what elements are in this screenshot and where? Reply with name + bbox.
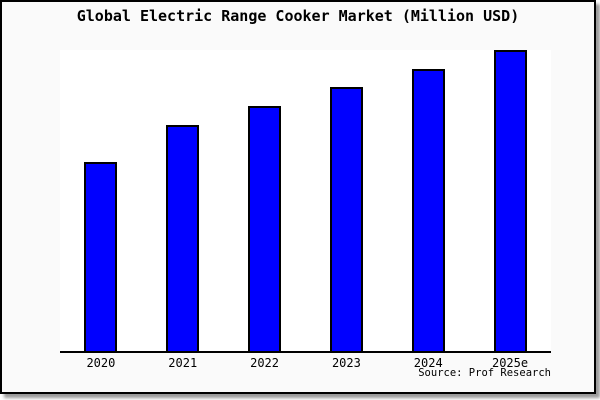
bar-2024	[411, 68, 445, 351]
bar-slot-2021	[142, 50, 224, 351]
bar-slot-2025e	[469, 50, 551, 351]
plot-area	[60, 50, 551, 353]
bar-slot-2022	[224, 50, 306, 351]
bar-slot-2020	[60, 50, 142, 351]
bar-2025e	[493, 50, 527, 351]
plot-wrap: 2020 2021 2022 2023 2024 2025e	[60, 50, 551, 370]
bar-2021	[166, 124, 200, 351]
source-note: Source: Prof Research	[418, 367, 551, 379]
x-axis-tick-labels: 2020 2021 2022 2023 2024 2025e	[60, 356, 551, 370]
bar-slot-2024	[387, 50, 469, 351]
bar-2023	[329, 87, 363, 351]
tick-label-2021: 2021	[168, 356, 198, 370]
tick-label-2022: 2022	[250, 356, 280, 370]
tick-label-2025e: 2025e	[491, 356, 529, 370]
bar-slot-2023	[305, 50, 387, 351]
bar-2020	[84, 161, 118, 351]
bar-2022	[248, 106, 282, 351]
tick-label-2024: 2024	[413, 356, 443, 370]
chart-card: Global Electric Range Cooker Market (Mil…	[0, 0, 596, 394]
chart-title: Global Electric Range Cooker Market (Mil…	[76, 7, 520, 25]
tick-label-2023: 2023	[331, 356, 361, 370]
tick-label-2020: 2020	[86, 356, 116, 370]
